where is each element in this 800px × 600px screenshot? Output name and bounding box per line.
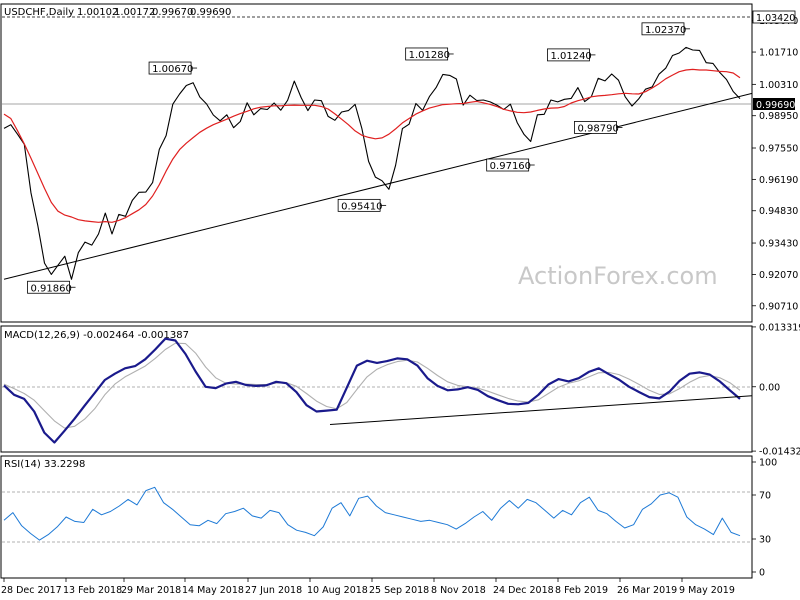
rsi-panel-frame [0,455,753,579]
price-ytick-label: 0.92070 [759,270,798,281]
x-tick-label: 8 Feb 2019 [555,585,608,596]
annotation-box [547,48,590,62]
annotation-label: 0.98790 [577,123,618,134]
rsi-ytick-label: 0 [759,568,765,579]
watermark: ActionForex.com [518,262,718,290]
annotation-box [27,280,70,294]
annotation-box [641,22,685,36]
annotation-label: 1.01240 [550,51,591,62]
macd-ytick-label: 0.00 [759,382,780,393]
rsi-ytick-label: 100 [759,458,777,469]
macd-trendline [329,395,753,425]
macd-series-signal [3,342,741,429]
price-series-price [3,46,741,280]
ohlc-close: 0.99690 [190,7,231,18]
price-ytick-label: 0.98950 [759,111,798,122]
annotation-label: 1.02370 [645,25,686,36]
annotation-label: 0.97160 [490,161,531,172]
x-tick-label: 8 Nov 2018 [431,585,486,596]
x-tick-label: 24 Dec 2018 [493,585,554,596]
macd-panel-title: MACD(12,26,9) -0.002464 -0.001387 [4,330,189,341]
price-panel-frame [0,3,753,323]
annotation-label: 0.95410 [341,201,382,212]
annotation-label: 0.91860 [31,283,72,294]
x-tick-label: 10 Aug 2018 [307,585,368,596]
price-ytick-label: 0.96190 [759,175,798,186]
annotation-box [486,158,530,172]
annotation-box [337,198,381,212]
top-level-label: 1.03420 [756,13,795,24]
price-trendline [3,92,753,280]
annotation-box [148,61,192,75]
price-panel-title: USDCHF,Daily [4,7,74,18]
macd-ytick-label: 0.013319 [759,322,800,333]
top-level-box [752,10,796,24]
price-ytick-label: 1.00310 [759,80,798,91]
x-tick-label: 25 Sep 2018 [369,585,429,596]
current-price-box [753,98,795,110]
x-tick-label: 9 May 2019 [679,585,735,596]
x-tick-label: 28 Dec 2017 [1,585,62,596]
ohlc-low: 0.99670 [152,7,193,18]
x-tick-label: 26 Mar 2019 [617,585,677,596]
price-ytick-label: 0.94830 [759,206,798,217]
macd-series-macd [3,337,741,444]
price-ytick-label: 0.97550 [759,144,798,155]
macd-ytick-label: -0.014323 [759,447,800,458]
ohlc-open: 1.00102 [77,7,118,18]
price-ytick-label: 0.90710 [759,301,798,312]
rsi-ytick-label: 70 [759,491,771,502]
x-tick-label: 29 Mar 2018 [121,585,181,596]
current-price-label: 0.99690 [756,100,795,111]
x-tick-label: 14 May 2018 [182,585,244,596]
rsi-panel-title: RSI(14) 33.2298 [4,459,85,470]
annotation-label: 1.01280 [409,50,450,61]
rsi-series-rsi [3,486,741,541]
price-ytick-label: 0.93430 [759,239,798,250]
ohlc-high: 1.00172 [114,7,155,18]
annotation-box [574,121,617,134]
annotation-label: 1.00670 [152,64,193,75]
macd-panel-frame [0,325,753,453]
x-tick-label: 13 Feb 2018 [63,585,122,596]
price-ytick-label: 1.01710 [759,48,798,59]
rsi-ytick-label: 30 [759,535,771,546]
x-tick-label: 27 Jun 2018 [245,585,302,596]
annotation-box [405,47,449,61]
price-series-ma [3,68,741,223]
